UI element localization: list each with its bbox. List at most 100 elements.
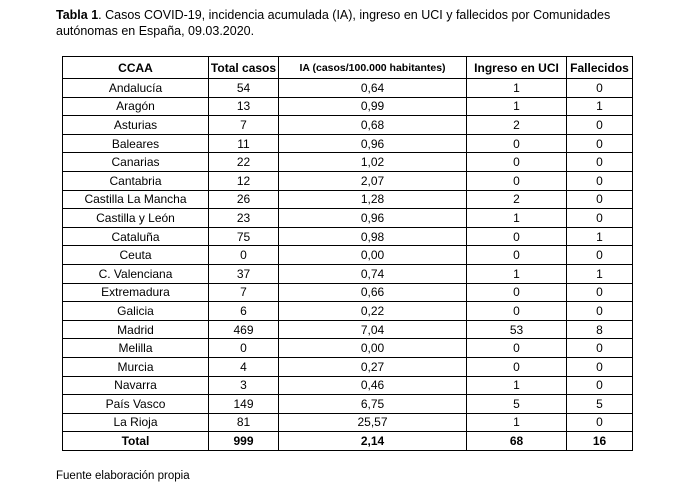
table-row: Aragón 13 0,99 1 1 [62,96,633,117]
cell-ingreso-uci: 0 [466,133,567,154]
cell-ingreso-uci: 5 [466,394,567,414]
header-ingreso-uci: Ingreso en UCI [466,56,567,79]
cell-total-casos: 26 [208,189,279,210]
table-row: Ceuta 0 0,00 0 0 [62,245,633,265]
cell-ingreso-uci: 2 [466,115,567,135]
cell-ccaa: Canarias [62,152,209,172]
cell-total-casos: 6 [208,301,279,321]
cell-ingreso-uci: 1 [466,78,567,98]
caption-label: Tabla 1 [56,8,99,22]
total-ia: 2,14 [278,431,467,451]
cell-total-casos: 75 [208,226,279,247]
table-row: Extremadura 7 0,66 0 0 [62,282,633,303]
cell-total-casos: 22 [208,152,279,172]
cell-total-casos: 11 [208,133,279,154]
cell-total-casos: 37 [208,263,279,284]
cell-ccaa: Murcia [62,356,209,377]
cell-ccaa: Extremadura [62,282,209,303]
cell-ia: 0,22 [278,301,467,321]
cell-ingreso-uci: 1 [466,263,567,284]
cell-ingreso-uci: 0 [466,282,567,303]
cell-ccaa: Asturias [62,115,209,135]
table-row: La Rioja 81 25,57 1 0 [62,412,633,433]
cell-ia: 1,02 [278,152,467,172]
table-row: Baleares 11 0,96 0 0 [62,133,633,154]
cell-ingreso-uci: 1 [466,375,567,396]
cell-ccaa: Baleares [62,133,209,154]
cell-ccaa: País Vasco [62,394,209,414]
cell-total-casos: 13 [208,96,279,117]
cell-ia: 0,74 [278,263,467,284]
header-row: CCAA Total casos IA (casos/100.000 habit… [62,56,633,79]
cell-ccaa: Castilla y León [62,208,209,228]
cell-ia: 0,99 [278,96,467,117]
cell-ia: 0,96 [278,208,467,228]
cell-total-casos: 469 [208,319,279,340]
cell-ingreso-uci: 1 [466,96,567,117]
cell-total-casos: 54 [208,78,279,98]
table-body: Andalucía 54 0,64 1 0 Aragón 13 0,99 1 1 Asturias 7… [62,78,633,433]
cell-total-casos: 0 [208,245,279,265]
cell-total-casos: 7 [208,115,279,135]
cell-ingreso-uci: 53 [466,319,567,340]
cell-ccaa: Navarra [62,375,209,396]
cell-total-casos: 149 [208,394,279,414]
caption-text: . Casos COVID-19, incidencia acumulada (… [56,8,611,38]
cell-ccaa: Melilla [62,338,209,358]
table-row: Castilla La Mancha 26 1,28 2 0 [62,189,633,210]
header-ccaa: CCAA [62,56,209,79]
cell-ccaa: Ceuta [62,245,209,265]
header-total-casos: Total casos [208,56,279,79]
cell-ingreso-uci: 0 [466,356,567,377]
cell-total-casos: 4 [208,356,279,377]
table-row: Canarias 22 1,02 0 0 [62,152,633,172]
cell-ccaa: Castilla La Mancha [62,189,209,210]
total-row: Total 999 2,14 68 16 [62,431,633,451]
table-row: C. Valenciana 37 0,74 1 1 [62,263,633,284]
cell-ccaa: Galicia [62,301,209,321]
cell-ccaa: Madrid [62,319,209,340]
cell-ingreso-uci: 0 [466,226,567,247]
cell-ia: 0,46 [278,375,467,396]
cell-total-casos: 0 [208,338,279,358]
cell-fallecidos: 0 [566,170,633,191]
cell-total-casos: 3 [208,375,279,396]
header-fallecidos: Fallecidos [566,56,633,79]
cell-fallecidos: 0 [566,356,633,377]
cell-ccaa: Cataluña [62,226,209,247]
cell-fallecidos: 0 [566,78,633,98]
total-label: Total [62,431,209,451]
cell-ccaa: Cantabria [62,170,209,191]
table-row: Cantabria 12 2,07 0 0 [62,170,633,191]
cell-ccaa: Andalucía [62,78,209,98]
cell-fallecidos: 1 [566,96,633,117]
total-casos: 999 [208,431,279,451]
table-row: Madrid 469 7,04 53 8 [62,319,633,340]
table-row: Navarra 3 0,46 1 0 [62,375,633,396]
cell-fallecidos: 0 [566,208,633,228]
total-fallecidos: 16 [566,431,633,451]
cell-ia: 0,68 [278,115,467,135]
cell-ingreso-uci: 1 [466,208,567,228]
cell-ia: 25,57 [278,412,467,433]
cell-fallecidos: 0 [566,338,633,358]
cell-ingreso-uci: 2 [466,189,567,210]
cell-ccaa: Aragón [62,96,209,117]
cell-ia: 0,00 [278,338,467,358]
cell-ingreso-uci: 0 [466,301,567,321]
cell-ia: 0,98 [278,226,467,247]
source-note: Fuente elaboración propia [56,470,190,482]
cell-ingreso-uci: 0 [466,338,567,358]
covid-table: CCAA Total casos IA (casos/100.000 habit… [62,56,633,451]
cell-ccaa: La Rioja [62,412,209,433]
cell-total-casos: 7 [208,282,279,303]
cell-fallecidos: 0 [566,133,633,154]
cell-fallecidos: 0 [566,115,633,135]
cell-ia: 0,66 [278,282,467,303]
cell-ia: 7,04 [278,319,467,340]
cell-ia: 1,28 [278,189,467,210]
cell-ia: 0,96 [278,133,467,154]
cell-total-casos: 12 [208,170,279,191]
cell-ia: 0,00 [278,245,467,265]
cell-fallecidos: 0 [566,189,633,210]
